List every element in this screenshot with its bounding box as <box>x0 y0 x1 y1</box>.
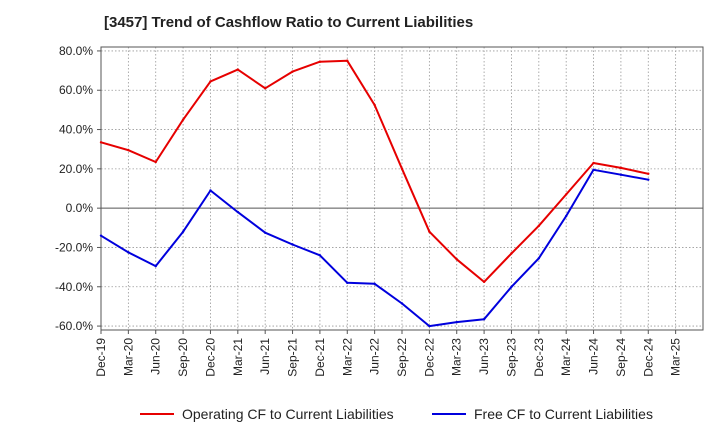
data-point <box>127 148 130 152</box>
legend-swatch-operating-cf <box>140 413 174 415</box>
data-point <box>455 320 458 324</box>
data-point <box>373 282 376 286</box>
data-point <box>291 243 294 246</box>
legend-label-operating-cf: Operating CF to Current Liabilities <box>182 406 394 422</box>
data-point <box>154 264 157 268</box>
data-point <box>510 252 513 255</box>
data-point <box>537 224 541 228</box>
data-point <box>181 230 185 233</box>
x-tick-label: Dec-22 <box>422 338 436 377</box>
data-point <box>592 168 595 172</box>
grid <box>101 47 703 330</box>
data-point <box>236 210 240 214</box>
x-tick-label: Mar-24 <box>559 338 573 376</box>
legend-label-free-cf: Free CF to Current Liabilities <box>474 406 653 422</box>
chart-title: [3457] Trend of Cashflow Ratio to Curren… <box>104 14 474 31</box>
data-point <box>619 173 623 176</box>
x-tick-label: Jun-22 <box>368 338 382 375</box>
data-point <box>99 234 103 237</box>
x-tick-label: Mar-21 <box>231 338 245 376</box>
x-tick-label: Jun-23 <box>477 338 491 375</box>
data-point <box>510 285 513 288</box>
data-point <box>619 166 623 170</box>
y-tick-label: 80.0% <box>59 44 93 58</box>
data-point <box>181 118 185 121</box>
data-point <box>263 231 267 234</box>
data-point <box>647 172 650 175</box>
x-tick-label: Jun-21 <box>258 338 272 375</box>
data-point <box>127 251 130 254</box>
x-tick-label: Sep-24 <box>614 338 628 377</box>
y-tick-label: 0.0% <box>66 201 94 215</box>
x-tick-label: Sep-21 <box>286 338 300 377</box>
x-tick-label: Mar-25 <box>669 338 683 376</box>
data-point <box>428 324 431 328</box>
x-tick-labels: Dec-19 Mar-20 Jun-20 Sep-20 Dec-20 Mar-21 Jun-… <box>94 338 683 377</box>
y-tick-labels: -60.0% -40.0% -20.0% 0.0% 20.0% 40.0% 60.0% 80.… <box>55 44 93 333</box>
x-tick-label: Sep-23 <box>504 338 518 377</box>
y-tick-label: -40.0% <box>55 280 93 294</box>
axes <box>97 46 704 334</box>
x-tick-label: Mar-22 <box>340 338 354 376</box>
data-point <box>482 317 486 321</box>
legend-swatch-free-cf <box>432 413 466 415</box>
data-point <box>647 178 650 181</box>
y-tick-label: 60.0% <box>59 83 93 97</box>
data-point <box>400 167 404 171</box>
data-point <box>373 103 376 107</box>
x-tick-label: Sep-22 <box>395 338 409 377</box>
data-point <box>209 80 212 83</box>
data-point <box>455 258 458 261</box>
data-point <box>99 141 103 144</box>
data-point <box>318 60 322 63</box>
data-point <box>592 161 595 165</box>
x-tick-label: Dec-21 <box>313 338 327 377</box>
legend-item-free-cf: Free CF to Current Liabilities <box>432 404 653 424</box>
y-tick-label: -20.0% <box>55 240 93 254</box>
x-tick-label: Jun-20 <box>149 338 163 375</box>
data-point <box>564 214 568 218</box>
data-point <box>236 68 240 71</box>
series-lines <box>99 59 650 328</box>
data-point <box>209 189 212 192</box>
data-point <box>263 87 267 90</box>
data-point <box>346 59 349 62</box>
legend-item-operating-cf: Operating CF to Current Liabilities <box>140 404 394 424</box>
data-point <box>482 280 486 284</box>
data-point <box>291 70 294 73</box>
x-tick-label: Dec-19 <box>94 338 108 377</box>
y-tick-label: -60.0% <box>55 319 93 333</box>
data-point <box>154 160 157 164</box>
data-point <box>564 193 568 196</box>
data-point <box>400 302 404 305</box>
x-tick-label: Dec-24 <box>641 338 655 377</box>
x-tick-label: Sep-20 <box>176 338 190 377</box>
x-tick-label: Jun-24 <box>587 338 601 375</box>
data-point <box>537 257 541 260</box>
data-point <box>318 254 322 257</box>
data-point <box>346 281 349 285</box>
y-tick-label: 20.0% <box>59 162 93 176</box>
x-tick-label: Mar-20 <box>121 338 135 376</box>
x-tick-label: Dec-20 <box>203 338 217 377</box>
y-tick-label: 40.0% <box>59 123 93 137</box>
data-point <box>428 230 431 233</box>
x-tick-label: Mar-23 <box>450 338 464 376</box>
x-tick-label: Dec-23 <box>532 338 546 377</box>
